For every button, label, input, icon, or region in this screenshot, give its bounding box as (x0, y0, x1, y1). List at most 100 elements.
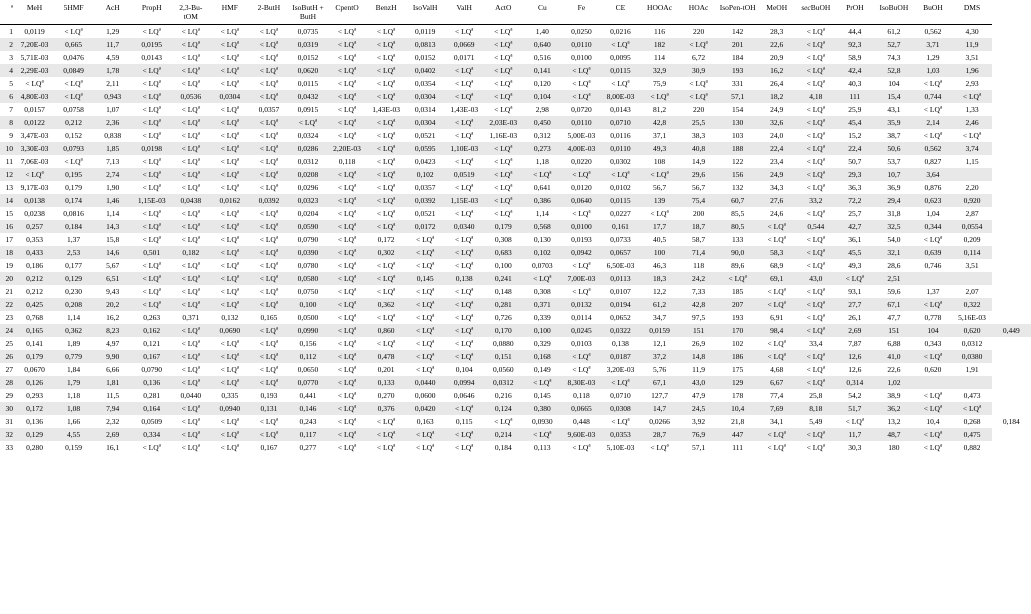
cell: 6,91 (757, 311, 796, 324)
cell: 26,4 (757, 77, 796, 90)
cell: < LQa (210, 415, 249, 428)
cell: < LQa (328, 272, 367, 285)
cell: < LQa (406, 337, 445, 350)
cell: 220 (679, 25, 718, 39)
cell: 0,322 (953, 298, 992, 311)
cell: 0,148 (484, 285, 523, 298)
cell: 29,3 (835, 168, 874, 181)
cell: 7,69 (757, 402, 796, 415)
cell: 0,161 (601, 220, 640, 233)
cell: 30,9 (679, 64, 718, 77)
cell: 220 (679, 103, 718, 116)
cell: 0,281 (484, 298, 523, 311)
cell: 0,167 (249, 441, 288, 454)
cell: 0,0119 (15, 25, 54, 39)
cell: 0,344 (913, 220, 952, 233)
table-row: 70,01570,07581,07< LQa< LQa< LQa0,03570,… (0, 103, 1031, 116)
cell: 13,2 (874, 415, 913, 428)
cell: 0,121 (132, 337, 171, 350)
cell: < LQa (249, 64, 288, 77)
col-header: secBuOH (796, 0, 835, 25)
cell: 44,4 (835, 25, 874, 39)
cell: 45,5 (835, 246, 874, 259)
cell: < LQa (328, 285, 367, 298)
cell: 5,71E-03 (15, 51, 54, 64)
cell: 81,2 (640, 103, 679, 116)
cell: 0,133 (367, 376, 406, 389)
cell: 0,876 (913, 181, 952, 194)
cell: < LQa (796, 285, 835, 298)
cell: < LQa (249, 272, 288, 285)
cell: 0,104 (523, 90, 562, 103)
cell: 26 (0, 350, 15, 363)
cell: 9,90 (93, 350, 132, 363)
cell: 0,132 (210, 311, 249, 324)
cell: < LQa (328, 207, 367, 220)
cell: 0,0143 (601, 103, 640, 116)
cell: 38,3 (679, 129, 718, 142)
cell: < LQa (249, 285, 288, 298)
cell: 186 (718, 350, 757, 363)
cell: 14,7 (640, 402, 679, 415)
cell: < LQa (249, 51, 288, 64)
cell: 2,69 (835, 324, 874, 337)
cell: 0,665 (54, 38, 93, 51)
cell: < LQa (171, 155, 210, 168)
cell: < LQa (171, 441, 210, 454)
cell: 93,1 (835, 285, 874, 298)
cell: 1,18 (523, 155, 562, 168)
cell: 102 (718, 337, 757, 350)
cell: < LQa (328, 311, 367, 324)
cell: 3,47E-03 (15, 129, 54, 142)
cell: 47,7 (874, 311, 913, 324)
cell: 0,0665 (562, 402, 601, 415)
cell: 0,170 (484, 324, 523, 337)
cell: < LQa (249, 181, 288, 194)
col-header: Cu (523, 0, 562, 25)
cell: 0,102 (523, 246, 562, 259)
cell: < LQa (210, 116, 249, 129)
cell: < LQa (210, 64, 249, 77)
cell: 67,1 (874, 298, 913, 311)
cell: 61,2 (640, 298, 679, 311)
cell: 0,146 (288, 402, 327, 415)
table-row: 300,1721,087,940,164< LQa0,09400,1310,14… (0, 402, 1031, 415)
cell: 4,30 (953, 25, 992, 39)
cell: 0,263 (132, 311, 171, 324)
cell: 52,8 (874, 64, 913, 77)
cell: 0,184 (992, 415, 1031, 428)
cell: < LQa (445, 441, 484, 454)
cell: < LQa (445, 246, 484, 259)
cell: 20,2 (93, 298, 132, 311)
cell: 0,0423 (406, 155, 445, 168)
cell: 104 (874, 77, 913, 90)
cell: 0,212 (54, 116, 93, 129)
cell: 193 (718, 64, 757, 77)
cell: < LQa (367, 311, 406, 324)
cell: 200 (679, 207, 718, 220)
cell: 0,683 (484, 246, 523, 259)
cell: 11,7 (835, 428, 874, 441)
col-header: PrOH (835, 0, 874, 25)
cell: < LQa (406, 259, 445, 272)
cell: 0,243 (288, 415, 327, 428)
cell: 11,5 (93, 389, 132, 402)
cell: 3,51 (953, 259, 992, 272)
cell: 0,0652 (601, 311, 640, 324)
cell: 72,2 (835, 194, 874, 207)
cell: 0,0670 (15, 363, 54, 376)
cell: 0,0162 (210, 194, 249, 207)
cell: < LQa (328, 363, 367, 376)
cell: 26,9 (679, 337, 718, 350)
cell: 0,0521 (406, 129, 445, 142)
cell: 0,126 (15, 376, 54, 389)
cell: < LQa (445, 207, 484, 220)
cell: < LQa (796, 25, 835, 39)
cell: 0,516 (523, 51, 562, 64)
cell: 0,0994 (445, 376, 484, 389)
cell: 8,00E-03 (601, 90, 640, 103)
cell: 90,0 (718, 246, 757, 259)
cell: 184 (718, 51, 757, 64)
cell: < LQa (445, 324, 484, 337)
cell: 0,208 (54, 298, 93, 311)
